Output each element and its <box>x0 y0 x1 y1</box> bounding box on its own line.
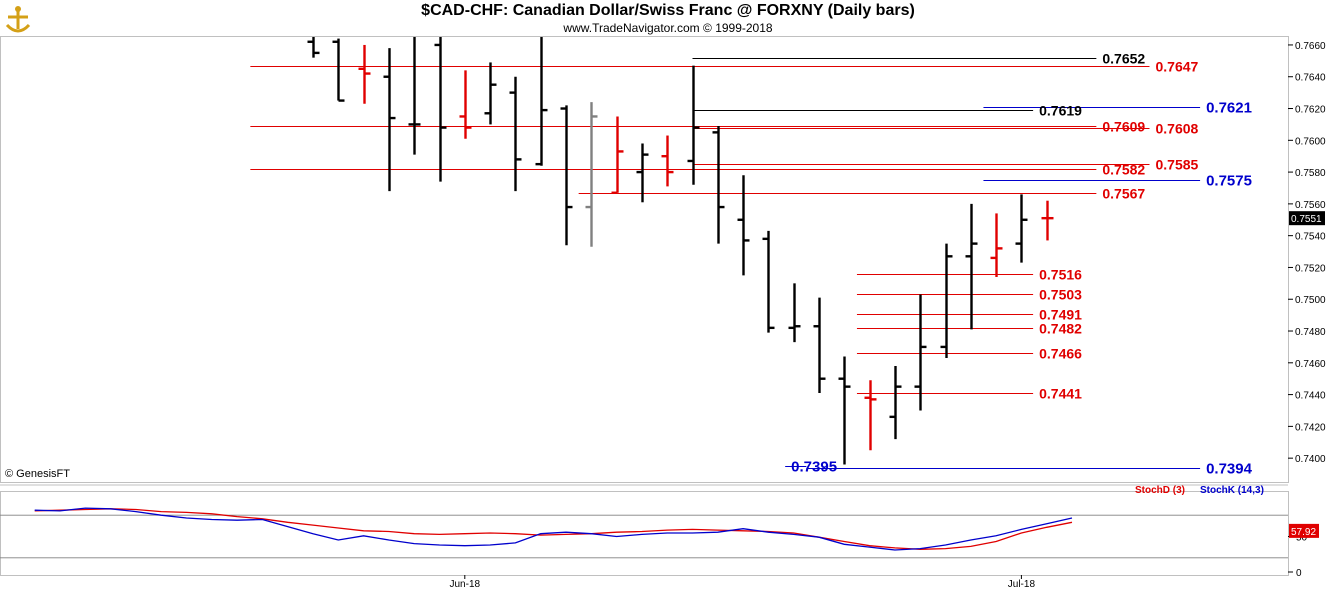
level-label: 0.7503 <box>1039 287 1082 303</box>
price-axis-tick-label: 0.7460 <box>1295 359 1326 370</box>
level-label: 0.7652 <box>1102 51 1145 67</box>
level-label: 0.7647 <box>1155 59 1198 75</box>
price-axis-tick-label: 0.7520 <box>1295 263 1326 274</box>
copyright-label: © GenesisFT <box>5 468 70 480</box>
level-label: 0.7575 <box>1206 173 1252 190</box>
level-label: 0.7621 <box>1206 100 1252 117</box>
last-price-marker <box>1289 211 1325 226</box>
price-axis-tick-label: 0.7400 <box>1295 454 1326 465</box>
x-axis-tick-label: Jul-18 <box>1008 579 1036 590</box>
price-axis-tick-label: 0.7480 <box>1295 327 1326 338</box>
price-axis-tick-label: 0.7440 <box>1295 391 1326 402</box>
stoch-d-legend: StochD (3) <box>1135 485 1185 496</box>
chart-title: $CAD-CHF: Canadian Dollar/Swiss Franc @ … <box>421 2 915 19</box>
price-axis-tick-label: 0.7660 <box>1295 41 1326 52</box>
price-axis-tick-label: 0.7640 <box>1295 73 1326 84</box>
price-axis-tick-label: 0.7420 <box>1295 422 1326 433</box>
stoch-series-line <box>34 507 1073 551</box>
level-label: 0.7482 <box>1039 321 1082 337</box>
level-label: 0.7491 <box>1039 307 1082 323</box>
price-axis-tick-label: 0.7560 <box>1295 200 1326 211</box>
level-label: 0.7394 <box>1206 461 1253 478</box>
price-panel-frame <box>0 36 1289 483</box>
price-axis-tick-label: 0.7620 <box>1295 105 1326 116</box>
x-axis-tick-label: Jun-18 <box>450 579 481 590</box>
chart-subtitle: www.TradeNavigator.com © 1999-2018 <box>563 21 773 35</box>
trade-navigator-logo-icon <box>4 3 32 35</box>
level-label: 0.7608 <box>1155 121 1198 137</box>
price-axis-tick-label: 0.7500 <box>1295 295 1326 306</box>
level-label: 0.7585 <box>1155 157 1198 173</box>
level-label: 0.7466 <box>1039 346 1082 362</box>
last-price-label: 0.7551 <box>1291 214 1322 225</box>
price-axis-tick-label: 0.7540 <box>1295 232 1326 243</box>
level-label: 0.7516 <box>1039 267 1082 283</box>
stoch-k-legend: StochK (14,3) <box>1200 485 1264 496</box>
level-label: 0.7582 <box>1102 162 1145 178</box>
price-axis-tick-label: 0.7600 <box>1295 136 1326 147</box>
level-label: 0.7609 <box>1102 119 1145 135</box>
level-label: 0.7619 <box>1039 103 1082 119</box>
price-axis-tick-label: 0.7580 <box>1295 168 1326 179</box>
level-label: 0.7441 <box>1039 386 1082 402</box>
level-label: 0.7395 <box>791 459 837 476</box>
stoch-axis-tick-label: 0 <box>1296 568 1302 579</box>
level-label: 0.7567 <box>1102 186 1145 202</box>
stoch-panel-frame <box>0 491 1289 576</box>
stoch-last-value-marker <box>1289 523 1319 538</box>
stoch-last-value-label: 57.92 <box>1291 527 1316 538</box>
stoch-series-line <box>34 508 1073 550</box>
stoch-axis-tick-label: 50 <box>1296 533 1308 544</box>
